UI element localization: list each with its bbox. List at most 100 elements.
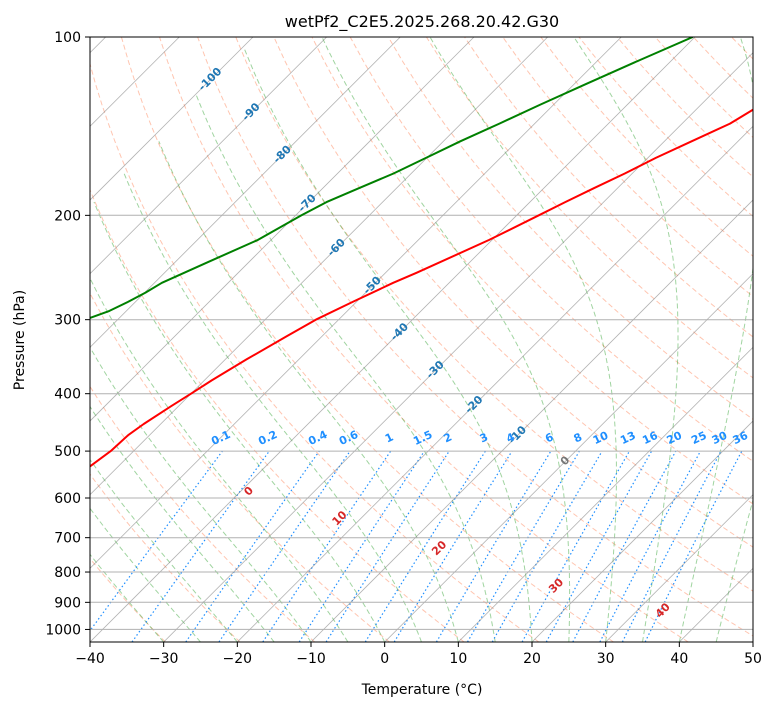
isotherm-line (237, 125, 753, 642)
x-tick-label: 30 (597, 651, 615, 667)
x-tick-label: 50 (744, 651, 762, 667)
y-axis-label: Pressure (hPa) (12, 290, 28, 390)
x-axis-label: Temperature (°C) (361, 682, 483, 698)
mixing-ratio-label: 0.1 (209, 428, 232, 448)
mixing-ratio-line (185, 450, 320, 642)
isotherm-line (90, 37, 475, 422)
mixing-ratio-label: 10 (591, 429, 611, 447)
mixing-ratio-label: 16 (640, 429, 660, 447)
mixing-ratio-line (298, 450, 425, 642)
dry-adiabat-line (120, 37, 614, 642)
y-tick-label: 500 (54, 444, 81, 460)
dry-adiabat-line (273, 37, 753, 548)
x-tick-label: −30 (149, 651, 179, 667)
moist-adiabat-line (123, 173, 422, 642)
x-tick-label: −10 (296, 651, 326, 667)
dry-adiabat-line (90, 557, 166, 642)
isotherm-line (679, 567, 753, 642)
dry-adiabat-line (90, 188, 465, 642)
isotherm-label: -90 (239, 100, 262, 123)
moist-adiabat-line (158, 141, 459, 642)
y-tick-label: 900 (54, 595, 81, 611)
isotherm-label: -20 (462, 393, 485, 416)
mixing-ratio-label: 36 (731, 429, 751, 447)
mixing-ratio-line (435, 450, 552, 642)
moist-adiabat-line (195, 94, 496, 642)
mixing-ratio-line (262, 450, 392, 642)
mixing-ratio-label: 2 (442, 430, 454, 445)
isotherm-label: -100 (196, 65, 225, 94)
y-tick-label: 700 (54, 531, 81, 547)
isotherm-line (384, 273, 753, 642)
isotherm-label: -60 (325, 236, 348, 259)
chart-title: wetPf2_C2E5.2025.268.20.42.G30 (285, 12, 559, 32)
mixing-ratio-label: 30 (710, 429, 730, 447)
dry-adiabat-line (90, 385, 316, 642)
moist-adiabat-line (429, 37, 617, 642)
moist-adiabat-line (573, 37, 679, 642)
dry-adiabat-line (387, 37, 753, 420)
y-tick-label: 200 (54, 208, 81, 224)
dry-adiabat-label: 10 (330, 508, 350, 528)
y-axis-ticks: 100 200 300 400 500 600 700 800 900 1000 (45, 30, 90, 638)
mixing-ratio-label: 0.2 (256, 428, 279, 448)
moist-adiabat-line (715, 498, 753, 642)
dry-adiabat-line (90, 292, 390, 642)
profile-lines (90, 37, 753, 468)
isotherm-line (90, 37, 696, 642)
mixing-ratio-line (644, 450, 743, 642)
dry-adiabat-line (464, 37, 753, 338)
dry-adiabat-label: 40 (653, 600, 673, 620)
isotherm-line (90, 37, 401, 348)
moist-adiabat-line (90, 346, 312, 642)
mixing-ratio-label: 0.6 (337, 428, 360, 448)
dry-adiabat-line (654, 37, 753, 139)
isotherm-line (90, 37, 254, 201)
dry-adiabat-line (770, 37, 775, 642)
y-tick-label: 300 (54, 313, 81, 329)
plot-frame (89, 36, 754, 643)
grid-lines (90, 37, 753, 642)
y-tick-label: 800 (54, 565, 81, 581)
temperature-profile-line (90, 108, 753, 468)
moist-adiabat-line (93, 201, 386, 642)
mixing-ratio-line (545, 450, 653, 642)
isotherm-line (531, 420, 753, 642)
isotherm-line (752, 641, 753, 642)
mixing-ratio-line (218, 450, 351, 642)
moist-adiabat-line (678, 37, 753, 642)
isotherm-label: -70 (296, 191, 319, 214)
moist-adiabat-line (90, 507, 201, 642)
mixing-ratio-label: 13 (618, 429, 637, 447)
mixing-ratio-label: 0.4 (306, 428, 329, 448)
mixing-ratio-label: 1 (383, 430, 395, 445)
y-tick-label: 400 (54, 387, 81, 403)
isotherm-line (163, 52, 753, 642)
dry-adiabat-label: 0 (241, 484, 256, 499)
x-tick-label: 20 (523, 651, 541, 667)
mixing-ratio-label: 20 (665, 429, 685, 447)
mixing-ratio-label: 8 (572, 430, 584, 445)
y-tick-label: 100 (54, 30, 81, 46)
mixing-ratio-line (325, 450, 450, 642)
y-tick-label: 600 (54, 491, 81, 507)
isotherm-label: 0 (558, 453, 573, 468)
moist-adiabat-line (90, 277, 349, 642)
isotherm-line (310, 199, 753, 642)
dry-adiabat-line (578, 37, 753, 218)
mixing-ratio-line (90, 450, 223, 632)
moist-adiabat-line (321, 37, 571, 642)
x-axis-ticks: −40 −30 −20 −10 0 10 20 30 40 50 (75, 642, 762, 667)
x-tick-label: −40 (75, 651, 105, 667)
y-tick-label: 1000 (45, 622, 81, 638)
dry-adiabat-line (425, 37, 753, 379)
dry-adiabat-line (197, 37, 753, 637)
x-tick-label: 0 (380, 651, 389, 667)
background-lines (90, 37, 775, 642)
mixing-ratio-line (621, 450, 722, 642)
x-tick-label: −20 (223, 651, 253, 667)
mixing-ratio-line (393, 450, 513, 642)
x-tick-label: 10 (449, 651, 467, 667)
isotherm-line (458, 346, 753, 642)
